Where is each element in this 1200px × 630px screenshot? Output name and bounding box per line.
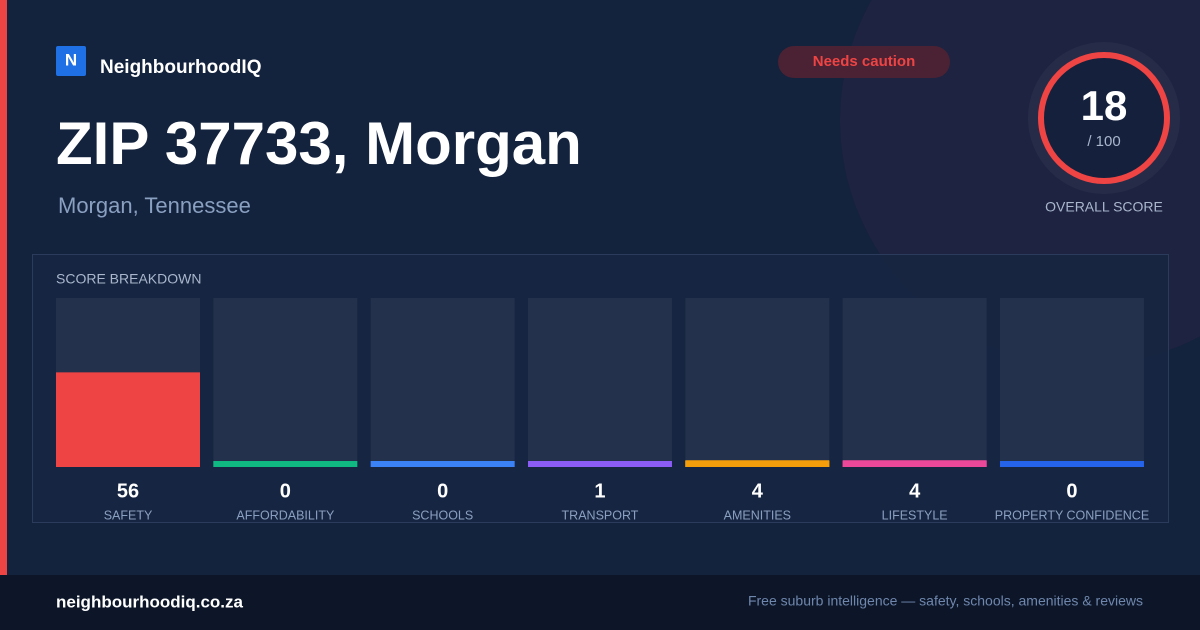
bar-label: AMENITIES [724, 508, 791, 522]
footer-tagline: Free suburb intelligence — safety, schoo… [748, 593, 1143, 609]
breakdown-title: SCORE BREAKDOWN [56, 271, 201, 287]
bar-base [370, 461, 515, 467]
badge [778, 46, 950, 78]
bar-label: AFFORDABILITY [236, 508, 335, 522]
bar-value: 0 [1066, 480, 1077, 502]
bar-label: SAFETY [104, 508, 153, 522]
bar-track [999, 298, 1144, 467]
bar-base [527, 461, 672, 467]
badge-text: Needs caution [813, 53, 916, 70]
bar-value: 0 [280, 480, 291, 502]
brand-name: NeighbourhoodIQ [100, 57, 261, 78]
bar [527, 465, 672, 467]
bar-track [527, 298, 672, 467]
logo-box [56, 46, 86, 76]
bar-base [213, 461, 358, 467]
bar [56, 372, 200, 467]
footer [0, 575, 1200, 630]
bar-value: 4 [909, 480, 921, 502]
bar-track [213, 298, 358, 467]
bar-value: 4 [752, 480, 764, 502]
bar-value: 56 [117, 480, 139, 502]
bar-label: TRANSPORT [562, 508, 639, 522]
overall-score: 18 [1081, 82, 1128, 129]
bar [685, 460, 830, 467]
logo-letter: N [65, 50, 77, 69]
footer-site: neighbourhoodiq.co.za [56, 592, 244, 611]
bar-value: 1 [594, 480, 605, 502]
score-out-of: / 100 [1087, 133, 1120, 150]
bar-label: PROPERTY CONFIDENCE [995, 508, 1149, 522]
bar-base [999, 461, 1144, 467]
bar-label: SCHOOLS [412, 508, 473, 522]
bar-track [685, 298, 830, 467]
accent-stripe [0, 0, 7, 575]
bar-track [370, 298, 515, 467]
bar-value: 0 [437, 480, 448, 502]
score-ring [1038, 52, 1170, 184]
bar-track [842, 298, 987, 467]
bar [842, 460, 987, 467]
overall-label: OVERALL SCORE [1045, 199, 1163, 215]
title: ZIP 37733, Morgan [56, 110, 582, 177]
subtitle: Morgan, Tennessee [58, 193, 251, 218]
bar-label: LIFESTYLE [882, 508, 948, 522]
